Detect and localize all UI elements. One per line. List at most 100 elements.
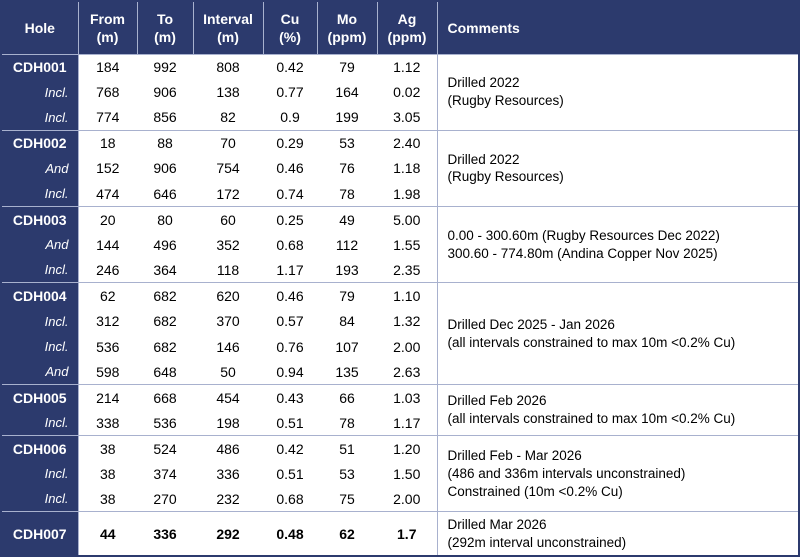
sub-label-cell: Incl. [2, 333, 79, 360]
table-row: CDH004 62 682 620 0.46 79 1.10 Drilled D… [2, 282, 798, 385]
to-cell: 856 [153, 109, 177, 126]
cu-cell: 0.9 [280, 109, 300, 126]
mo-cell: 164 [335, 84, 359, 101]
sub-label-cell: Incl. [2, 410, 79, 436]
cu-cell: 1.17 [276, 261, 304, 278]
from-cell: 20 [78, 206, 137, 233]
ag-cell: 1.12 [377, 53, 437, 80]
comment-cell: Drilled Feb 2026 (all intervals constrai… [436, 384, 798, 436]
mo-cell: 49 [317, 206, 377, 233]
ag-cell: 0.02 [393, 84, 421, 101]
cu-cell: 0.46 [276, 160, 304, 177]
comment-cell: Drilled Dec 2025 - Jan 2026 (all interva… [436, 282, 798, 385]
table-row: Incl. 246 364 118 1.17 193 2.35 [2, 257, 798, 283]
column-header-comments: Comments [436, 2, 798, 55]
to-cell: 80 [137, 206, 193, 233]
ag-cell: 1.18 [393, 160, 421, 177]
interval-cell: 754 [216, 160, 240, 177]
to-cell: 992 [137, 53, 193, 80]
interval-cell: 336 [216, 465, 240, 482]
to-cell: 270 [153, 490, 177, 507]
ag-cell: 1.17 [393, 414, 421, 431]
ag-cell: 2.00 [393, 338, 421, 355]
ag-cell: 5.00 [377, 206, 437, 233]
ag-cell: 2.40 [377, 129, 437, 156]
table-row: And 152 906 754 0.46 76 1.18 [2, 155, 798, 182]
column-header-from: From (m) [77, 2, 137, 55]
table-row: Incl. 474 646 172 0.74 78 1.98 [2, 181, 798, 207]
sub-label-cell: And [2, 359, 79, 385]
interval-cell: 454 [193, 384, 263, 411]
table-row: And 144 496 352 0.68 112 1.55 [2, 232, 798, 258]
to-cell: 682 [153, 313, 177, 330]
table-row: CDH002 18 88 70 0.29 53 2.40 Drilled 202… [2, 129, 798, 207]
table-row: Incl. 38 374 336 0.51 53 1.50 [2, 461, 798, 487]
mo-cell: 76 [339, 160, 355, 177]
to-cell: 646 [153, 185, 177, 202]
from-cell: 62 [78, 282, 137, 309]
cu-cell: 0.68 [276, 490, 304, 507]
column-header-mo: Mo (ppm) [316, 2, 377, 55]
cu-cell: 0.42 [263, 435, 317, 461]
interval-cell: 486 [193, 435, 263, 461]
mo-cell: 51 [317, 435, 377, 461]
ag-cell: 1.32 [393, 313, 421, 330]
sub-label-cell: And [2, 232, 79, 258]
comment-cell: Drilled Mar 2026 (292m interval unconstr… [436, 511, 798, 555]
table-row: CDH007 44 336 292 0.48 62 1.7 Drilled Ma… [2, 511, 798, 555]
from-cell: 18 [78, 129, 137, 156]
ag-cell: 1.7 [377, 511, 437, 555]
table-row: Incl. 774 856 82 0.9 199 3.05 [2, 104, 798, 131]
cu-cell: 0.76 [276, 338, 304, 355]
interval-cell: 118 [216, 261, 240, 278]
ag-cell: 2.00 [393, 490, 421, 507]
interval-cell: 198 [216, 414, 240, 431]
from-cell: 312 [96, 313, 120, 330]
cu-cell: 0.51 [276, 414, 304, 431]
sub-label-cell: Incl. [2, 181, 79, 207]
to-cell: 682 [153, 338, 177, 355]
mo-cell: 78 [339, 414, 355, 431]
mo-cell: 199 [335, 109, 359, 126]
cu-cell: 0.42 [263, 53, 317, 80]
from-cell: 474 [96, 185, 120, 202]
column-header-cu: Cu (%) [262, 2, 317, 55]
mo-cell: 107 [335, 338, 359, 355]
hole-id-cell: CDH005 [2, 384, 79, 411]
to-cell: 374 [153, 465, 177, 482]
table-row: Incl. 536 682 146 0.76 107 2.00 [2, 333, 798, 360]
interval-cell: 138 [216, 84, 240, 101]
table-row: Incl. 312 682 370 0.57 84 1.32 [2, 308, 798, 334]
hole-id-cell: CDH004 [2, 282, 79, 309]
cu-cell: 0.74 [276, 185, 304, 202]
comment-cell: Drilled Feb - Mar 2026 (486 and 336m int… [436, 435, 798, 512]
interval-cell: 70 [193, 129, 263, 156]
table-row: Incl. 38 270 232 0.68 75 2.00 [2, 486, 798, 512]
sub-label-cell: Incl. [2, 308, 79, 334]
table-row: CDH005 214 668 454 0.43 66 1.03 Drilled … [2, 384, 798, 436]
header-row: Hole From (m) To (m) Interval (m) Cu (%)… [2, 2, 798, 55]
from-cell: 246 [96, 261, 120, 278]
column-header-hole: Hole [2, 2, 78, 55]
ag-cell: 2.35 [393, 261, 421, 278]
cu-cell: 0.77 [276, 84, 304, 101]
interval-cell: 172 [216, 185, 240, 202]
ag-cell: 1.50 [393, 465, 421, 482]
cu-cell: 0.68 [276, 236, 304, 253]
cu-cell: 0.43 [263, 384, 317, 411]
sub-label-cell: And [2, 155, 79, 182]
table-row: CDH006 38 524 486 0.42 51 1.20 Drilled F… [2, 435, 798, 512]
hole-id-cell: CDH001 [2, 53, 79, 80]
cu-cell: 0.25 [263, 206, 317, 233]
to-cell: 524 [137, 435, 193, 461]
to-cell: 906 [153, 84, 177, 101]
to-cell: 364 [153, 261, 177, 278]
from-cell: 768 [96, 84, 120, 101]
interval-cell: 292 [193, 511, 263, 555]
ag-cell: 2.63 [393, 363, 421, 380]
mo-cell: 135 [335, 363, 359, 380]
interval-cell: 60 [193, 206, 263, 233]
interval-cell: 352 [216, 236, 240, 253]
sub-label-cell: Incl. [2, 486, 79, 512]
sub-label-cell: Incl. [2, 79, 79, 105]
